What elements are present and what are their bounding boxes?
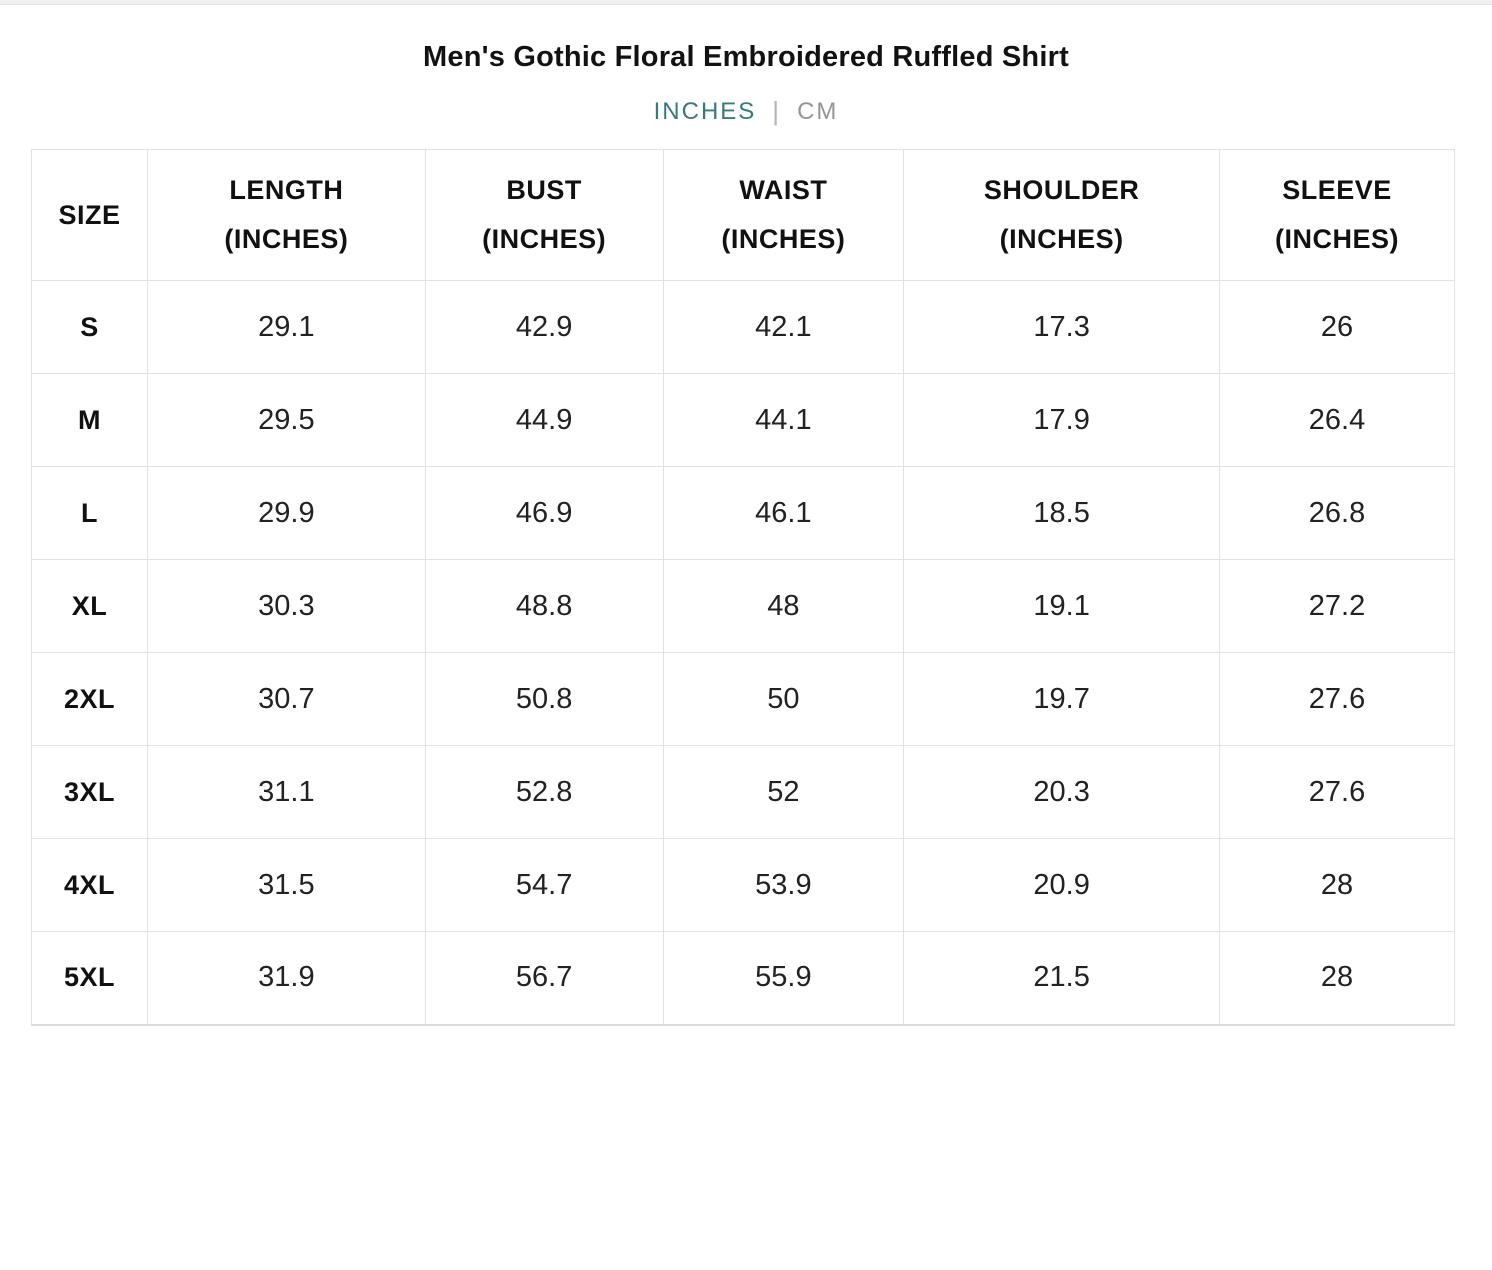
column-header-unit: (INCHES): [999, 224, 1124, 254]
measurement-cell: 31.1: [146, 745, 426, 839]
measurement-cell: 42.9: [424, 280, 664, 374]
measurement-cell: 48.8: [424, 559, 664, 653]
measurement-cell: 50.8: [424, 652, 664, 746]
measurement-cell: 46.1: [662, 466, 905, 560]
measurement-cell: 44.9: [424, 373, 664, 467]
measurement-cell: 48: [662, 559, 905, 653]
size-cell: 2XL: [31, 652, 148, 746]
measurement-cell: 21.5: [903, 931, 1221, 1025]
table-row-2xl: 2XL 30.7 50.8 50 19.7 27.6: [31, 652, 1455, 746]
measurement-cell: 54.7: [424, 838, 664, 932]
size-cell: S: [31, 280, 148, 374]
measurement-cell: 55.9: [662, 931, 905, 1025]
measurement-cell: 27.6: [1219, 652, 1455, 746]
measurement-cell: 28: [1219, 931, 1455, 1025]
table-row-5xl: 5XL 31.9 56.7 55.9 21.5 28: [31, 931, 1455, 1025]
measurement-cell: 52: [662, 745, 905, 839]
column-header-length: LENGTH (INCHES): [146, 149, 426, 281]
measurement-cell: 29.9: [146, 466, 426, 560]
unit-option-inches[interactable]: INCHES: [653, 97, 757, 125]
table-row-s: S 29.1 42.9 42.1 17.3 26: [31, 280, 1455, 374]
measurement-cell: 52.8: [424, 745, 664, 839]
size-chart-table: SIZE LENGTH (INCHES) BUST (INCHES) WAIST (INCH…: [31, 149, 1455, 1026]
size-chart-body: S 29.1 42.9 42.1 17.3 26 M 29.5 44.9 44.1 17.9 26.4…: [31, 280, 1455, 1025]
column-header-unit: (INCHES): [721, 224, 846, 254]
column-header-sleeve: SLEEVE (INCHES): [1219, 149, 1455, 281]
size-cell: XL: [31, 559, 148, 653]
unit-option-cm[interactable]: CM: [797, 97, 839, 125]
measurement-cell: 17.9: [903, 373, 1221, 467]
measurement-cell: 31.9: [146, 931, 426, 1025]
column-header-label: WAIST: [739, 175, 828, 206]
table-row-4xl: 4XL 31.5 54.7 53.9 20.9 28: [31, 838, 1455, 932]
measurement-cell: 27.2: [1219, 559, 1455, 653]
measurement-cell: 26.4: [1219, 373, 1455, 467]
measurement-cell: 26: [1219, 280, 1455, 374]
measurement-cell: 18.5: [903, 466, 1221, 560]
measurement-cell: 20.9: [903, 838, 1221, 932]
table-row-m: M 29.5 44.9 44.1 17.9 26.4: [31, 373, 1455, 467]
measurement-cell: 28: [1219, 838, 1455, 932]
column-header-label: BUST: [506, 175, 582, 206]
table-row-3xl: 3XL 31.1 52.8 52 20.3 27.6: [31, 745, 1455, 839]
measurement-cell: 46.9: [424, 466, 664, 560]
column-header-unit: (INCHES): [224, 224, 349, 254]
measurement-cell: 42.1: [662, 280, 905, 374]
measurement-cell: 30.7: [146, 652, 426, 746]
measurement-cell: 20.3: [903, 745, 1221, 839]
column-header-bust: BUST (INCHES): [424, 149, 664, 281]
measurement-cell: 44.1: [662, 373, 905, 467]
size-cell: M: [31, 373, 148, 467]
measurement-cell: 53.9: [662, 838, 905, 932]
measurement-cell: 17.3: [903, 280, 1221, 374]
column-header-label: SIZE: [58, 199, 121, 230]
column-header-size: SIZE: [31, 149, 148, 281]
unit-toggle-separator: |: [772, 96, 782, 126]
measurement-cell: 56.7: [424, 931, 664, 1025]
measurement-cell: 19.1: [903, 559, 1221, 653]
column-header-label: SLEEVE: [1282, 175, 1392, 206]
column-header-waist: WAIST (INCHES): [662, 149, 905, 281]
header-row: SIZE LENGTH (INCHES) BUST (INCHES) WAIST (INCH…: [31, 149, 1455, 281]
measurement-cell: 31.5: [146, 838, 426, 932]
size-cell: L: [31, 466, 148, 560]
column-header-unit: (INCHES): [1275, 224, 1400, 254]
table-row-l: L 29.9 46.9 46.1 18.5 26.8: [31, 466, 1455, 560]
column-header-unit: (INCHES): [482, 224, 607, 254]
measurement-cell: 26.8: [1219, 466, 1455, 560]
measurement-cell: 19.7: [903, 652, 1221, 746]
column-header-label: SHOULDER: [983, 175, 1140, 206]
measurement-cell: 29.5: [146, 373, 426, 467]
top-border-strip: [0, 0, 1492, 5]
size-cell: 5XL: [31, 931, 148, 1025]
unit-toggle: INCHES | CM: [0, 96, 1492, 127]
measurement-cell: 27.6: [1219, 745, 1455, 839]
size-cell: 3XL: [31, 745, 148, 839]
column-header-label: LENGTH: [229, 175, 344, 206]
size-cell: 4XL: [31, 838, 148, 932]
measurement-cell: 30.3: [146, 559, 426, 653]
size-chart-title: Men's Gothic Floral Embroidered Ruffled …: [423, 41, 1069, 73]
table-row-xl: XL 30.3 48.8 48 19.1 27.2: [31, 559, 1455, 653]
measurement-cell: 50: [662, 652, 905, 746]
column-header-shoulder: SHOULDER (INCHES): [903, 149, 1221, 281]
size-chart-header: SIZE LENGTH (INCHES) BUST (INCHES) WAIST (INCH…: [31, 149, 1455, 281]
measurement-cell: 29.1: [146, 280, 426, 374]
